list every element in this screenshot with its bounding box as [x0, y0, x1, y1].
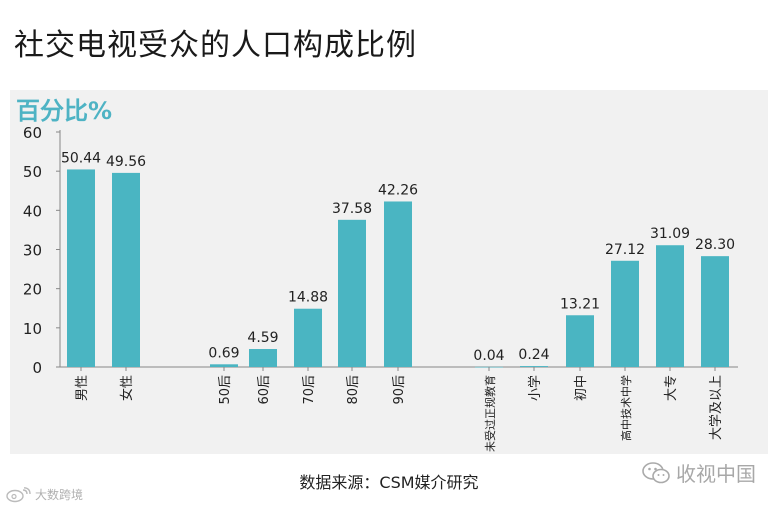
y-tick-label: 40 — [23, 202, 42, 220]
y-tick-label: 60 — [23, 124, 42, 142]
data-label: 13.21 — [560, 296, 600, 312]
x-tick-label: 90后 — [392, 375, 407, 405]
data-label: 37.58 — [332, 201, 372, 217]
y-tick-label: 30 — [23, 242, 42, 260]
x-tick-label: 60后 — [257, 375, 272, 405]
data-label: 14.88 — [288, 290, 328, 306]
y-tick-label: 10 — [23, 320, 42, 338]
bar — [611, 260, 639, 367]
x-tick-label: 大学及以上 — [708, 375, 724, 440]
x-tick-label: 小学 — [527, 375, 543, 401]
data-label: 50.44 — [61, 150, 101, 166]
y-tick-label: 0 — [32, 359, 42, 377]
x-tick-label: 初中 — [574, 375, 589, 401]
data-label: 49.56 — [106, 154, 146, 170]
watermark-left: 大数跨境 — [6, 486, 83, 503]
data-label: 0.69 — [208, 345, 239, 361]
watermark-right: 收视中国 — [642, 458, 756, 487]
bar — [294, 308, 322, 367]
x-tick-label: 70后 — [302, 375, 317, 405]
y-axis-title: 百分比% — [16, 97, 113, 125]
x-tick-label: 大专 — [664, 375, 679, 401]
x-tick-label: 50后 — [218, 375, 233, 405]
bar — [338, 219, 366, 367]
data-label: 28.30 — [695, 237, 735, 253]
data-label: 4.59 — [247, 330, 278, 346]
data-label: 31.09 — [650, 226, 690, 242]
bar — [67, 169, 95, 367]
weibo-icon — [6, 486, 31, 502]
bar — [701, 256, 729, 367]
x-tick-label: 未受过正规教育 — [483, 375, 497, 452]
data-label: 0.24 — [518, 347, 549, 363]
watermark-right-text: 收视中国 — [676, 462, 756, 486]
wechat-icon — [642, 461, 670, 483]
bar — [112, 172, 140, 367]
page-title: 社交电视受众的人口构成比例 — [14, 28, 417, 63]
bar — [249, 349, 277, 367]
x-tick-label: 高中技术中学 — [619, 375, 633, 441]
data-label: 42.26 — [378, 182, 418, 198]
bar — [210, 364, 238, 367]
data-label: 0.04 — [473, 348, 504, 364]
x-tick-label: 女性 — [119, 375, 135, 401]
y-tick-label: 20 — [23, 281, 42, 299]
x-tick-label: 80后 — [346, 375, 361, 405]
bar — [656, 245, 684, 367]
x-tick-label: 男性 — [75, 375, 90, 401]
bar — [384, 201, 412, 367]
bar — [520, 366, 548, 367]
data-label: 27.12 — [605, 242, 645, 258]
data-source: 数据来源：CSM媒介研究 — [299, 473, 479, 492]
watermark-left-text: 大数跨境 — [35, 488, 84, 502]
bar — [566, 315, 594, 367]
y-tick-label: 50 — [23, 163, 42, 181]
